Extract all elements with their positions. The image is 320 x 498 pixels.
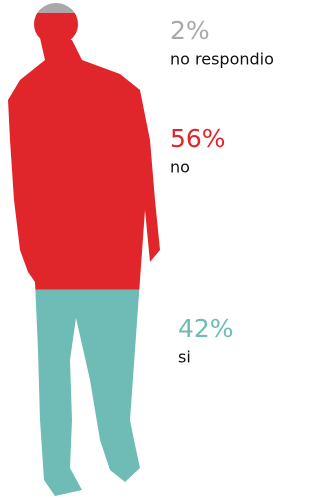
segment [0, 3, 200, 13]
segment [0, 290, 200, 497]
category-label: no [170, 158, 190, 177]
silhouette [0, 3, 200, 497]
category-label: si [178, 348, 191, 367]
chart: 2% no respondio 56% no 42% si [0, 0, 293, 498]
value-label: 56% [170, 124, 226, 153]
value-label: 2% [170, 16, 210, 45]
value-label: 42% [178, 314, 234, 343]
category-label: no respondio [170, 50, 274, 69]
